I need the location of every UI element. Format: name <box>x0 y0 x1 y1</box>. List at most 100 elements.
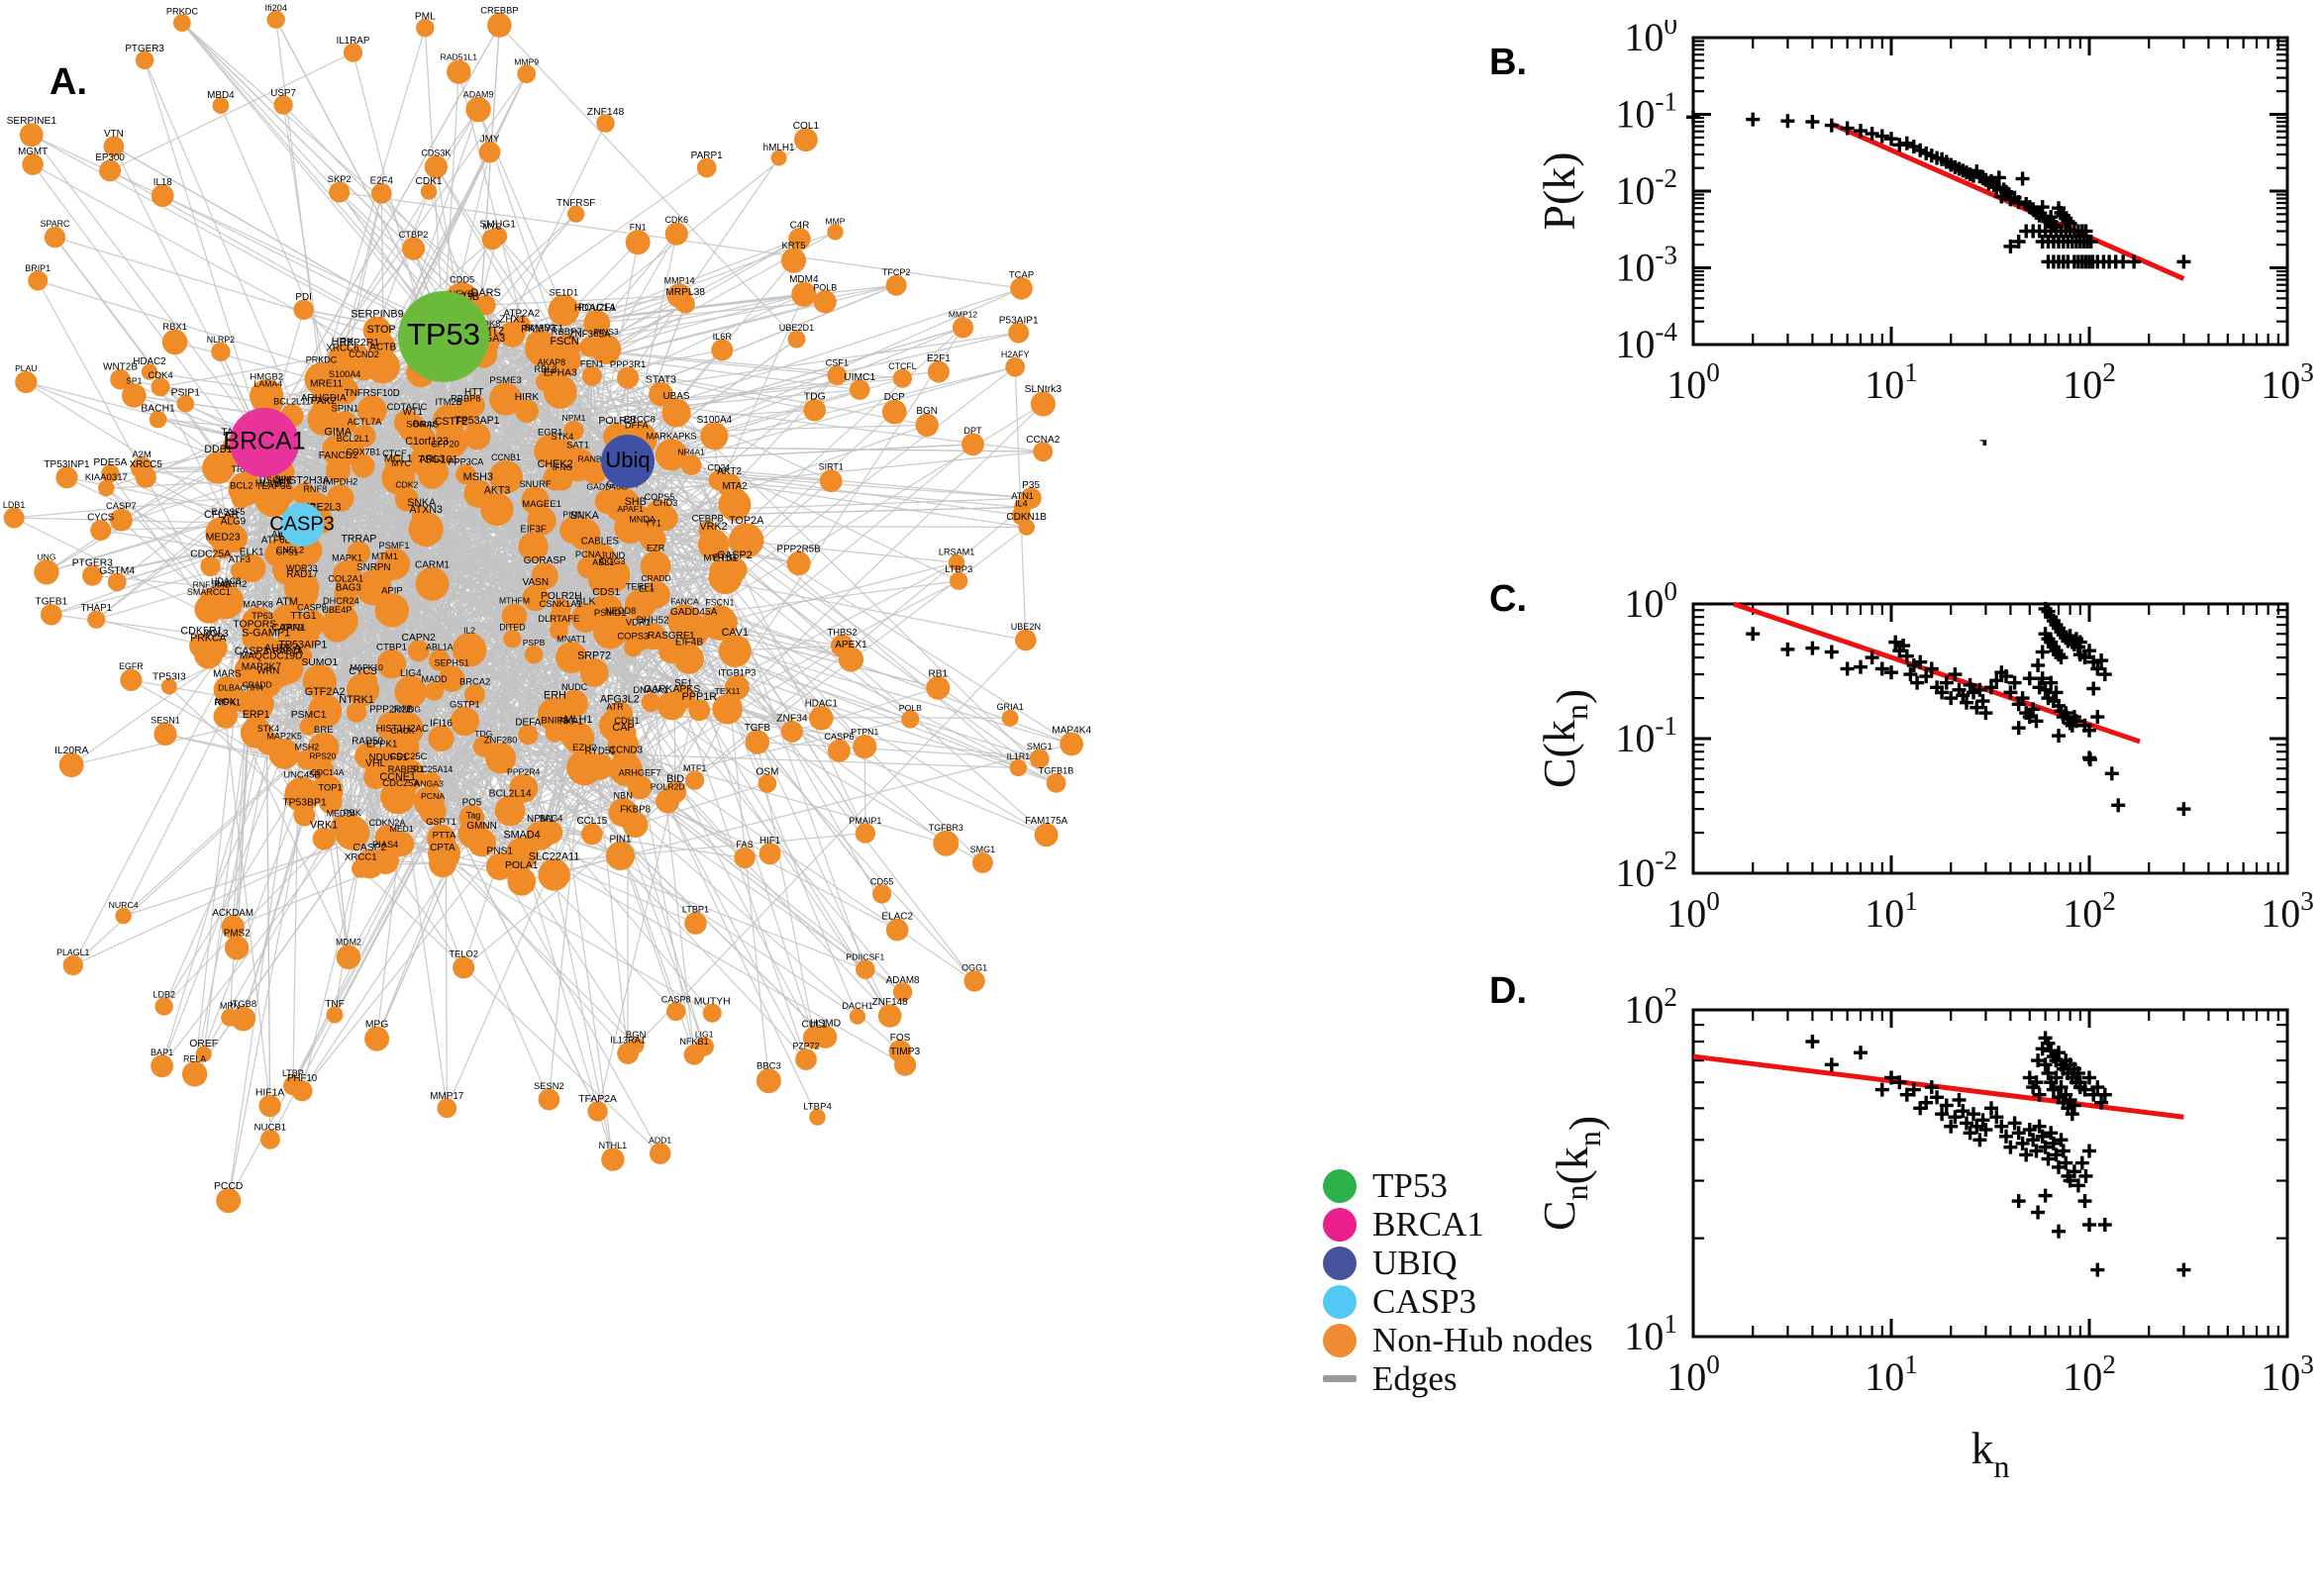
non-hub-node[interactable] <box>694 1037 714 1056</box>
non-hub-node[interactable] <box>758 774 777 793</box>
non-hub-node[interactable] <box>849 1008 866 1025</box>
non-hub-node[interactable] <box>347 541 371 565</box>
non-hub-node[interactable] <box>62 954 83 976</box>
non-hub-node[interactable] <box>788 228 811 250</box>
non-hub-node[interactable] <box>225 936 250 960</box>
non-hub-node[interactable] <box>567 205 585 223</box>
non-hub-node[interactable] <box>524 645 544 664</box>
hub-node-tp53[interactable] <box>398 291 489 382</box>
non-hub-node[interactable] <box>961 433 984 456</box>
non-hub-node[interactable] <box>855 823 876 844</box>
non-hub-node[interactable] <box>489 459 523 494</box>
non-hub-node[interactable] <box>422 771 442 791</box>
non-hub-node[interactable] <box>1015 629 1037 651</box>
non-hub-node[interactable] <box>216 1188 242 1214</box>
non-hub-node[interactable] <box>327 484 354 512</box>
non-hub-node[interactable] <box>881 399 907 425</box>
non-hub-node[interactable] <box>452 633 487 667</box>
non-hub-node[interactable] <box>640 526 666 552</box>
non-hub-node[interactable] <box>328 344 357 374</box>
non-hub-node[interactable] <box>374 593 410 628</box>
non-hub-node[interactable] <box>581 365 602 386</box>
non-hub-node[interactable] <box>509 773 539 803</box>
non-hub-node[interactable] <box>291 1080 313 1102</box>
non-hub-node[interactable] <box>849 379 870 400</box>
non-hub-node[interactable] <box>566 749 603 786</box>
non-hub-node[interactable] <box>362 316 392 345</box>
non-hub-node[interactable] <box>583 461 607 485</box>
non-hub-node[interactable] <box>927 360 950 383</box>
non-hub-node[interactable] <box>19 123 44 148</box>
non-hub-node[interactable] <box>622 812 649 838</box>
non-hub-node[interactable] <box>354 849 384 879</box>
non-hub-node[interactable] <box>538 858 570 891</box>
non-hub-node[interactable] <box>813 290 837 314</box>
non-hub-node[interactable] <box>194 594 224 624</box>
non-hub-node[interactable] <box>579 657 609 687</box>
non-hub-node[interactable] <box>655 439 688 471</box>
non-hub-node[interactable] <box>488 227 508 247</box>
non-hub-node[interactable] <box>657 691 687 721</box>
non-hub-node[interactable] <box>312 827 336 850</box>
non-hub-node[interactable] <box>501 603 528 630</box>
non-hub-node[interactable] <box>515 399 539 423</box>
non-hub-node[interactable] <box>787 330 806 349</box>
non-hub-node[interactable] <box>675 294 695 314</box>
non-hub-node[interactable] <box>341 441 365 465</box>
non-hub-node[interactable] <box>393 771 419 796</box>
non-hub-node[interactable] <box>407 640 430 662</box>
non-hub-node[interactable] <box>780 248 807 273</box>
non-hub-node[interactable] <box>151 1054 174 1078</box>
non-hub-node[interactable] <box>697 529 730 560</box>
non-hub-node[interactable] <box>1033 442 1054 462</box>
non-hub-node[interactable] <box>293 299 314 320</box>
non-hub-node[interactable] <box>181 1061 208 1087</box>
non-hub-node[interactable] <box>948 553 965 571</box>
non-hub-node[interactable] <box>722 557 748 583</box>
non-hub-node[interactable] <box>41 604 62 626</box>
non-hub-node[interactable] <box>135 466 156 488</box>
non-hub-node[interactable] <box>307 403 340 436</box>
non-hub-node[interactable] <box>427 824 455 853</box>
non-hub-node[interactable] <box>614 511 647 545</box>
non-hub-node[interactable] <box>82 565 103 586</box>
non-hub-node[interactable] <box>241 607 275 642</box>
non-hub-node[interactable] <box>374 825 400 850</box>
non-hub-node[interactable] <box>571 603 601 634</box>
non-hub-node[interactable] <box>838 647 864 672</box>
non-hub-node[interactable] <box>122 383 147 408</box>
non-hub-node[interactable] <box>568 518 601 550</box>
non-hub-node[interactable] <box>304 362 339 397</box>
non-hub-node[interactable] <box>594 489 620 514</box>
non-hub-node[interactable] <box>389 465 414 490</box>
non-hub-node[interactable] <box>467 828 496 857</box>
non-hub-node[interactable] <box>266 10 285 29</box>
non-hub-node[interactable] <box>700 422 729 450</box>
non-hub-node[interactable] <box>877 1004 902 1028</box>
non-hub-node[interactable] <box>901 710 920 729</box>
non-hub-node[interactable] <box>712 694 743 725</box>
non-hub-node[interactable] <box>450 706 480 737</box>
non-hub-node[interactable] <box>109 508 133 532</box>
non-hub-node[interactable] <box>791 281 817 307</box>
non-hub-node[interactable] <box>302 664 337 699</box>
non-hub-node[interactable] <box>438 665 465 692</box>
non-hub-node[interactable] <box>756 1068 781 1094</box>
non-hub-node[interactable] <box>99 159 122 182</box>
non-hub-node[interactable] <box>238 553 266 583</box>
non-hub-node[interactable] <box>115 907 132 925</box>
non-hub-node[interactable] <box>394 675 428 708</box>
non-hub-node[interactable] <box>666 1001 686 1022</box>
non-hub-node[interactable] <box>642 580 670 609</box>
non-hub-node[interactable] <box>87 610 106 629</box>
non-hub-node[interactable] <box>677 614 711 648</box>
non-hub-node[interactable] <box>552 469 573 491</box>
non-hub-node[interactable] <box>596 114 615 133</box>
non-hub-node[interactable] <box>250 379 284 414</box>
non-hub-node[interactable] <box>809 1109 826 1126</box>
non-hub-node[interactable] <box>595 557 631 593</box>
non-hub-node[interactable] <box>299 717 318 736</box>
non-hub-node[interactable] <box>892 368 913 388</box>
non-hub-node[interactable] <box>696 157 717 178</box>
non-hub-node[interactable] <box>455 463 476 485</box>
